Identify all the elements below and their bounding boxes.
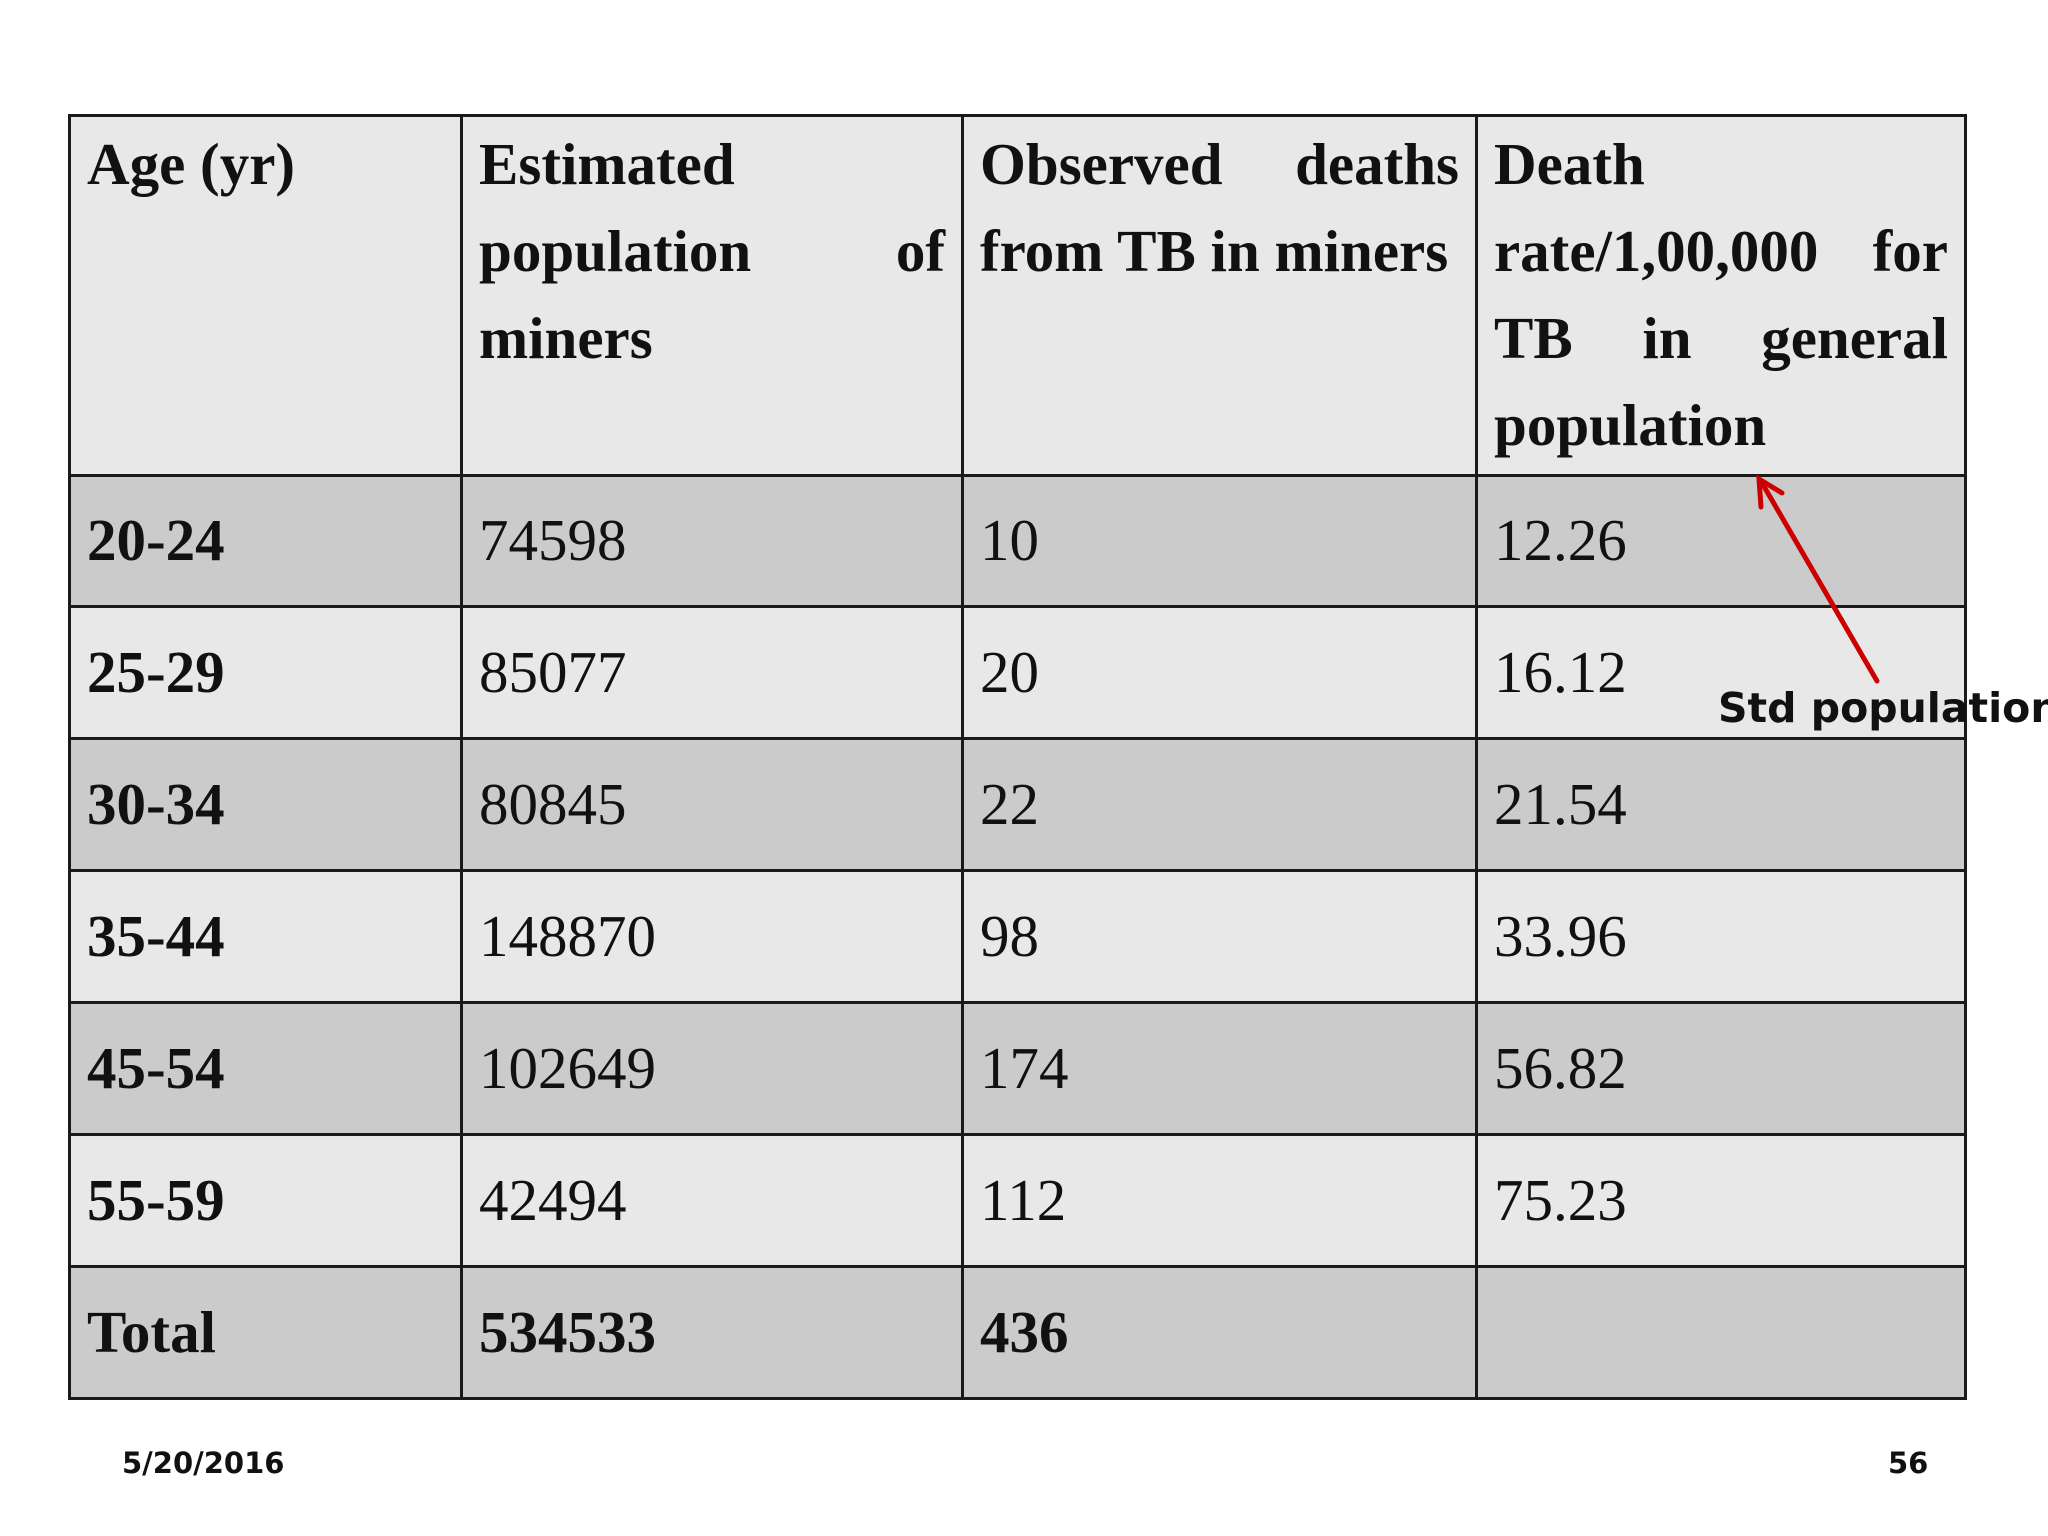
- std-population-annotation: Std population: [1718, 684, 2048, 732]
- total-label: Total: [68, 1265, 463, 1400]
- population-cell: 42494: [460, 1133, 964, 1269]
- population-cell: 80845: [460, 737, 964, 873]
- total-deaths: 436: [961, 1265, 1478, 1400]
- age-cell: 45-54: [68, 1001, 463, 1137]
- table-row: 20-24 74598 10 12.26: [68, 473, 1967, 609]
- table-header-row: Age (yr) Estimated population of miners …: [68, 114, 1967, 477]
- age-cell: 30-34: [68, 737, 463, 873]
- header-observed-deaths: Observed deaths from TB in miners: [961, 114, 1478, 477]
- deaths-cell: 174: [961, 1001, 1478, 1137]
- total-population: 534533: [460, 1265, 964, 1400]
- population-cell: 102649: [460, 1001, 964, 1137]
- total-rate: [1475, 1265, 1967, 1400]
- rate-cell: 33.96: [1475, 869, 1967, 1005]
- data-table: Age (yr) Estimated population of miners …: [68, 114, 1967, 1400]
- population-cell: 148870: [460, 869, 964, 1005]
- deaths-cell: 20: [961, 605, 1478, 741]
- table-row: 45-54 102649 174 56.82: [68, 1001, 1967, 1137]
- deaths-cell: 10: [961, 473, 1478, 609]
- table-total-row: Total 534533 436: [68, 1265, 1967, 1400]
- age-cell: 35-44: [68, 869, 463, 1005]
- population-cell: 85077: [460, 605, 964, 741]
- header-population: Estimated population of miners: [460, 114, 964, 477]
- page-number: 56: [1888, 1446, 1929, 1480]
- header-death-rate: Death rate/1,00,000 for TB in general po…: [1475, 114, 1967, 477]
- header-age: Age (yr): [68, 114, 463, 477]
- deaths-cell: 112: [961, 1133, 1478, 1269]
- rate-cell: 21.54: [1475, 737, 1967, 873]
- age-cell: 55-59: [68, 1133, 463, 1269]
- rate-cell: 12.26: [1475, 473, 1967, 609]
- deaths-cell: 22: [961, 737, 1478, 873]
- rate-cell: 16.12: [1475, 605, 1967, 741]
- deaths-cell: 98: [961, 869, 1478, 1005]
- footer-date: 5/20/2016: [122, 1446, 285, 1480]
- population-cell: 74598: [460, 473, 964, 609]
- rate-cell: 56.82: [1475, 1001, 1967, 1137]
- age-cell: 25-29: [68, 605, 463, 741]
- table-row: 30-34 80845 22 21.54: [68, 737, 1967, 873]
- table-row: 35-44 148870 98 33.96: [68, 869, 1967, 1005]
- age-cell: 20-24: [68, 473, 463, 609]
- rate-cell: 75.23: [1475, 1133, 1967, 1269]
- table-row: 25-29 85077 20 16.12: [68, 605, 1967, 741]
- table-row: 55-59 42494 112 75.23: [68, 1133, 1967, 1269]
